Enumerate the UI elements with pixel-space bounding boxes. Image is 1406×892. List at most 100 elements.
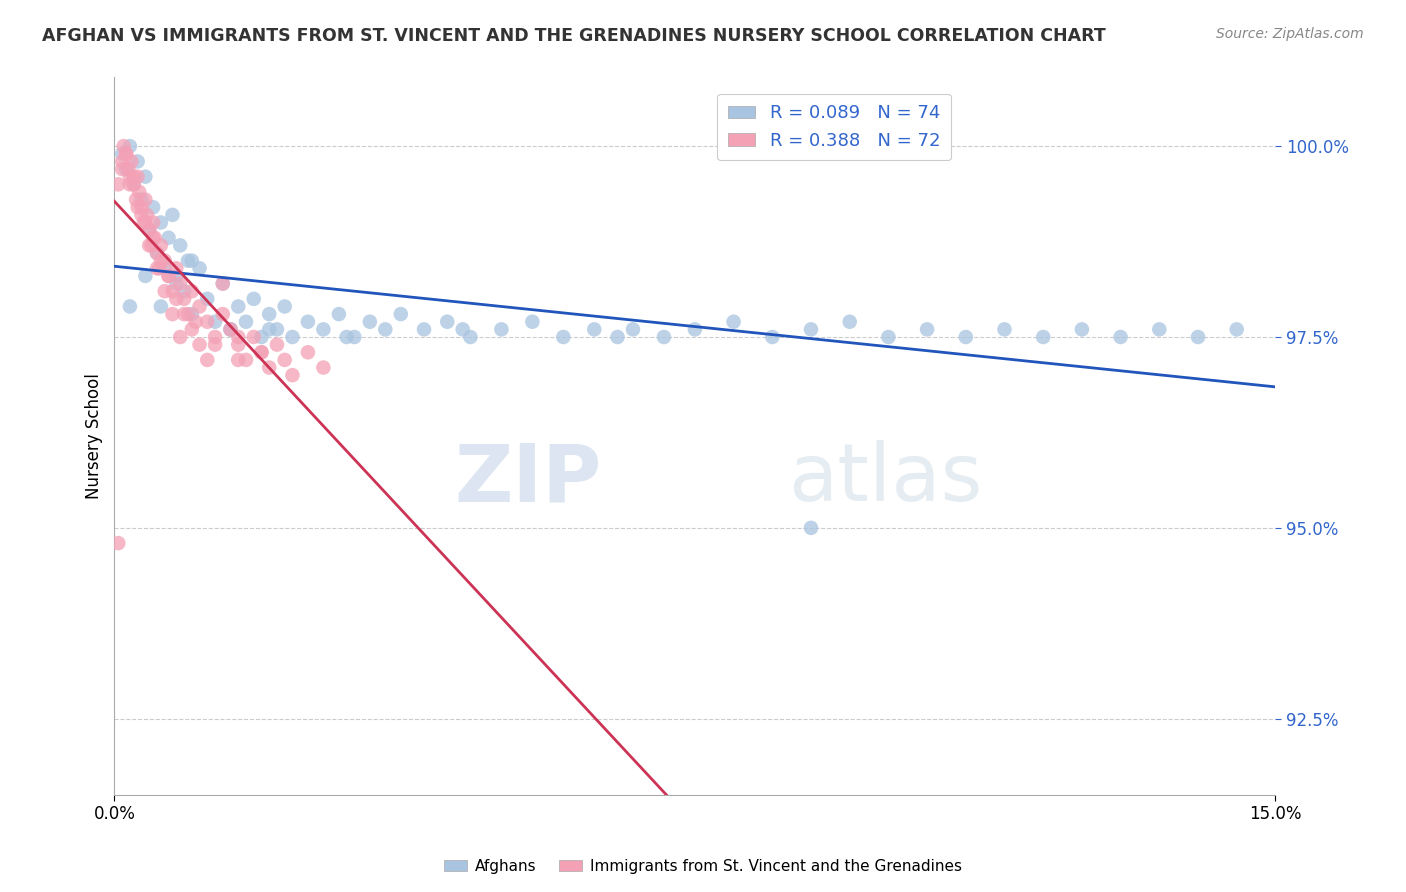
Point — [107, 536, 129, 550]
Point — [169, 330, 191, 344]
Point — [143, 231, 166, 245]
Point — [165, 277, 187, 291]
Point — [153, 284, 176, 298]
Point — [273, 300, 295, 314]
Point — [134, 169, 156, 184]
Point — [359, 315, 381, 329]
Point — [583, 322, 606, 336]
Point — [146, 246, 169, 260]
Point — [1109, 330, 1132, 344]
Point — [188, 261, 211, 276]
Point — [134, 215, 156, 229]
Point — [127, 169, 149, 184]
Point — [553, 330, 575, 344]
Point — [211, 307, 233, 321]
Point — [153, 253, 176, 268]
Point — [142, 200, 165, 214]
Point — [915, 322, 938, 336]
Point — [297, 345, 319, 359]
Point — [1070, 322, 1092, 336]
Point — [112, 139, 135, 153]
Point — [195, 352, 218, 367]
Point — [118, 139, 141, 153]
Point — [993, 322, 1015, 336]
Point — [204, 337, 226, 351]
Point — [281, 330, 304, 344]
Point — [180, 284, 202, 298]
Point — [173, 292, 195, 306]
Point — [122, 169, 145, 184]
Point — [180, 307, 202, 321]
Point — [250, 330, 273, 344]
Point — [165, 268, 187, 283]
Point — [1032, 330, 1054, 344]
Point — [522, 315, 544, 329]
Point — [800, 322, 823, 336]
Legend: R = 0.089   N = 74, R = 0.388   N = 72: R = 0.089 N = 74, R = 0.388 N = 72 — [717, 94, 950, 161]
Point — [177, 307, 200, 321]
Point — [723, 315, 745, 329]
Point — [131, 200, 153, 214]
Point — [195, 315, 218, 329]
Point — [107, 178, 129, 192]
Point — [117, 162, 139, 177]
Point — [312, 360, 335, 375]
Point — [451, 322, 474, 336]
Point — [336, 330, 359, 344]
Point — [165, 292, 187, 306]
Point — [125, 193, 148, 207]
Point — [111, 146, 134, 161]
Point — [184, 315, 207, 329]
Point — [413, 322, 436, 336]
Point — [141, 238, 163, 252]
Point — [115, 146, 138, 161]
Point — [652, 330, 675, 344]
Point — [128, 185, 150, 199]
Point — [955, 330, 977, 344]
Point — [235, 315, 257, 329]
Point — [204, 330, 226, 344]
Point — [118, 178, 141, 192]
Point — [173, 307, 195, 321]
Point — [389, 307, 412, 321]
Point — [257, 360, 280, 375]
Point — [153, 261, 176, 276]
Point — [328, 307, 350, 321]
Point — [132, 215, 155, 229]
Point — [146, 261, 169, 276]
Point — [211, 277, 233, 291]
Point — [242, 330, 264, 344]
Point — [257, 307, 280, 321]
Point — [157, 268, 180, 283]
Point — [188, 300, 211, 314]
Text: Source: ZipAtlas.com: Source: ZipAtlas.com — [1216, 27, 1364, 41]
Point — [343, 330, 366, 344]
Text: AFGHAN VS IMMIGRANTS FROM ST. VINCENT AND THE GRENADINES NURSERY SCHOOL CORRELAT: AFGHAN VS IMMIGRANTS FROM ST. VINCENT AN… — [42, 27, 1107, 45]
Point — [226, 352, 249, 367]
Point — [157, 231, 180, 245]
Point — [211, 277, 233, 291]
Text: atlas: atlas — [787, 441, 983, 518]
Point — [162, 307, 184, 321]
Point — [281, 368, 304, 383]
Point — [177, 253, 200, 268]
Point — [312, 322, 335, 336]
Point — [219, 322, 242, 336]
Point — [146, 246, 169, 260]
Point — [134, 268, 156, 283]
Point — [257, 322, 280, 336]
Point — [142, 231, 165, 245]
Point — [162, 208, 184, 222]
Point — [149, 238, 172, 252]
Point — [180, 322, 202, 336]
Point — [149, 215, 172, 229]
Point — [195, 292, 218, 306]
Point — [118, 169, 141, 184]
Y-axis label: Nursery School: Nursery School — [86, 374, 103, 500]
Point — [149, 300, 172, 314]
Point — [169, 238, 191, 252]
Point — [374, 322, 396, 336]
Point — [266, 322, 288, 336]
Point — [111, 154, 134, 169]
Point — [235, 352, 257, 367]
